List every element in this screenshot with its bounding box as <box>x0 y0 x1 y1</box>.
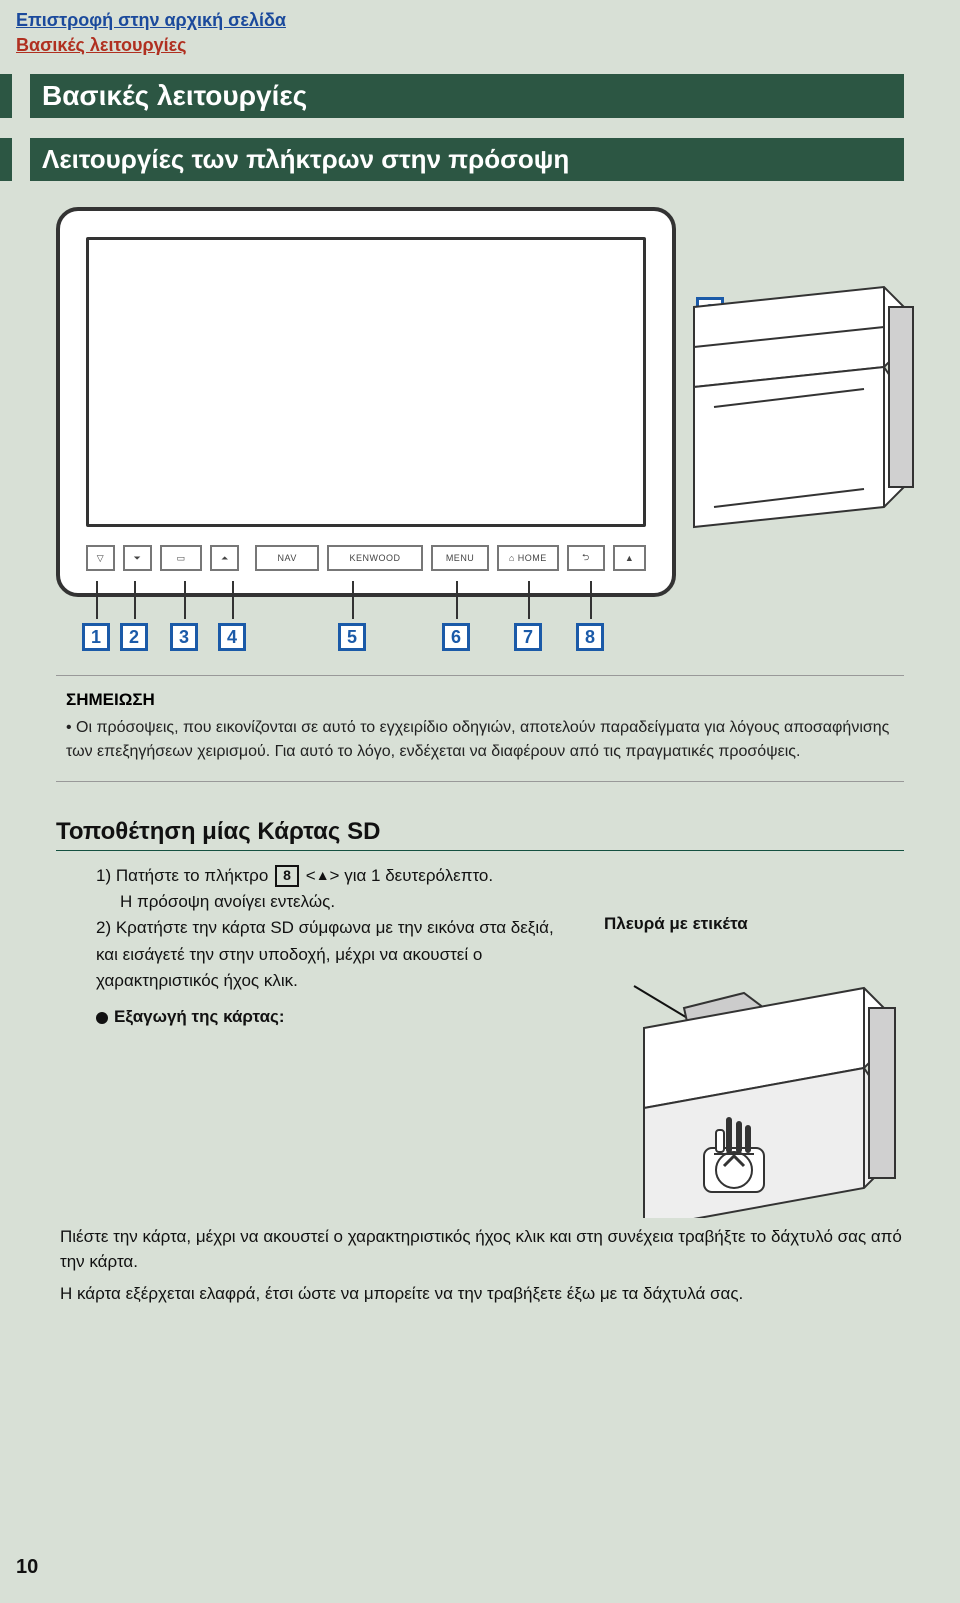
callout-5: 5 <box>338 623 366 651</box>
step-2: 2) Κρατήστε την κάρτα SD σύμφωνα με την … <box>96 915 574 994</box>
note-box: ΣΗΜΕΙΩΣΗ • Οι πρόσοψεις, που εικονίζοντα… <box>56 675 904 781</box>
callout-7: 7 <box>514 623 542 651</box>
btn-4: ⏶ <box>210 545 239 571</box>
btn-menu: MENU <box>431 545 489 571</box>
button-row: ▽ ⏷ ▭ ⏶ NAV KENWOOD MENU ⌂ HOME ⮌ ▲ <box>86 541 646 575</box>
heading-sub-text: Λειτουργίες των πλήκτρων στην πρόσοψη <box>42 144 569 174</box>
btn-3: ▭ <box>160 545 202 571</box>
callout-3: 3 <box>170 623 198 651</box>
bullet-icon <box>96 1012 108 1024</box>
link-home[interactable]: Επιστροφή στην αρχική σελίδα <box>16 8 944 33</box>
step-1: 1) Πατήστε το πλήκτρο 8 <▲> για 1 δευτερ… <box>96 863 904 889</box>
label-side: Πλευρά με ετικέτα <box>604 911 748 937</box>
page-number: 10 <box>16 1556 38 1579</box>
btn-2: ⏷ <box>123 545 152 571</box>
heading-main: Βασικές λειτουργίες <box>30 74 904 118</box>
btn-1: ▽ <box>86 545 115 571</box>
callout-8: 8 <box>576 623 604 651</box>
heading-main-text: Βασικές λειτουργίες <box>42 80 307 111</box>
btn-home: ⌂ HOME <box>497 545 559 571</box>
sd-insert-diagram: Πλευρά με ετικέτα <box>604 911 904 1217</box>
note-body: • Οι πρόσοψεις, που εικονίζονται σε αυτό… <box>66 716 894 762</box>
accent-bar <box>0 138 12 181</box>
removal-body: Πιέστε την κάρτα, μέχρι να ακουστεί ο χα… <box>60 1224 904 1307</box>
callout-1: 1 <box>82 623 110 651</box>
btn-brand: KENWOOD <box>327 545 423 571</box>
eject-icon: ▲ <box>316 865 330 887</box>
btn-back: ⮌ <box>567 545 606 571</box>
link-section[interactable]: Βασικές λειτουργίες <box>16 33 187 58</box>
heading-sub: Λειτουργίες των πλήκτρων στην πρόσοψη <box>30 138 904 181</box>
tray-svg <box>684 277 924 557</box>
device-diagram: ▽ ⏷ ▭ ⏶ NAV KENWOOD MENU ⌂ HOME ⮌ ▲ 1 2 … <box>56 207 904 657</box>
removal-title: Εξαγωγή της κάρτας: <box>96 1004 574 1030</box>
note-title: ΣΗΜΕΙΩΣΗ <box>66 690 894 710</box>
btn-eject: ▲ <box>613 545 646 571</box>
sd-steps: 1) Πατήστε το πλήκτρο 8 <▲> για 1 δευτερ… <box>96 863 904 1218</box>
callout-4: 4 <box>218 623 246 651</box>
screen-inner <box>86 237 646 527</box>
btn-nav: NAV <box>255 545 319 571</box>
sd-title: Τοποθέτηση μίας Κάρτας SD <box>56 818 904 851</box>
accent-bar <box>0 74 12 118</box>
callout-6: 6 <box>442 623 470 651</box>
screen-frame: ▽ ⏷ ▭ ⏶ NAV KENWOOD MENU ⌂ HOME ⮌ ▲ <box>56 207 676 597</box>
inline-key-8: 8 <box>275 865 299 887</box>
tray-diagram <box>684 277 924 557</box>
callout-2: 2 <box>120 623 148 651</box>
